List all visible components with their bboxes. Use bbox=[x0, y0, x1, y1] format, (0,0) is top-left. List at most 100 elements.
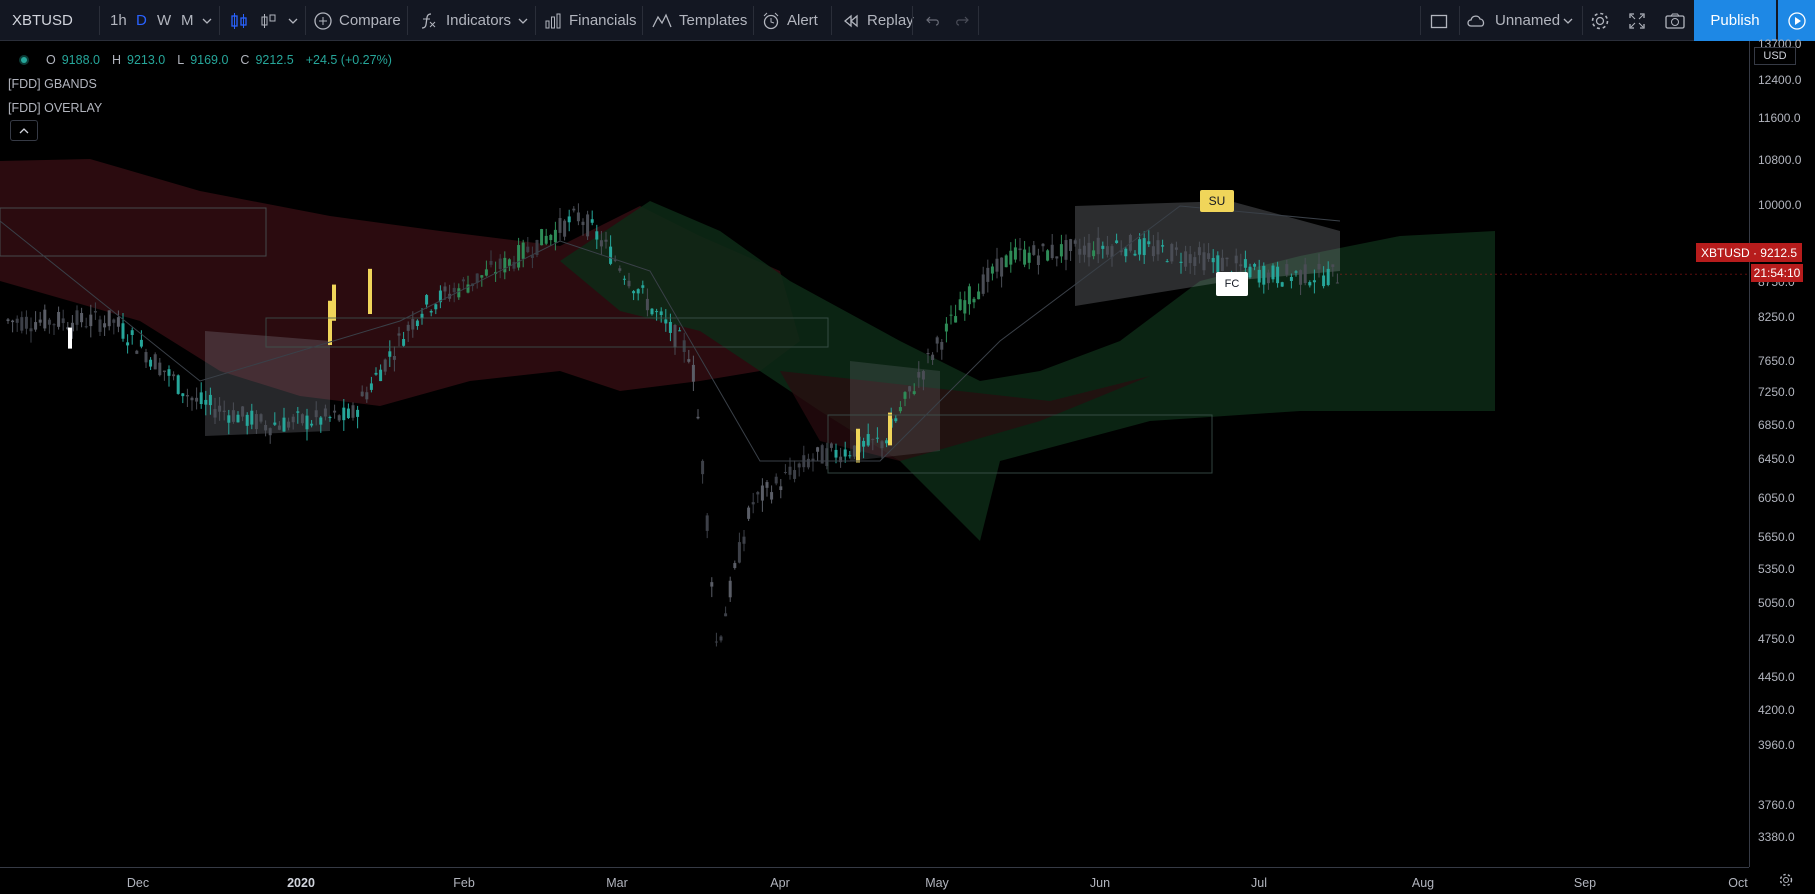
candle-body bbox=[820, 445, 824, 464]
interval-w[interactable]: W bbox=[157, 0, 171, 41]
candle-body bbox=[176, 375, 180, 394]
publish-button[interactable]: Publish bbox=[1694, 0, 1776, 41]
collapse-legend-button[interactable] bbox=[10, 120, 38, 141]
candle-body bbox=[185, 394, 189, 397]
divider bbox=[535, 6, 536, 35]
candle-body bbox=[452, 287, 456, 293]
candle-body bbox=[98, 319, 102, 332]
countdown-label: 21:54:10 bbox=[1753, 266, 1801, 280]
bar-countdown-tag: 21:54:10 bbox=[1751, 264, 1803, 282]
time-axis[interactable]: Dec 2020 Feb Mar Apr May Jun Jul Aug Sep Oct bbox=[0, 867, 1749, 894]
candle-body bbox=[1142, 238, 1146, 256]
candle-body bbox=[544, 235, 548, 244]
axis-settings-button[interactable] bbox=[1778, 872, 1794, 893]
candle-body bbox=[581, 221, 585, 226]
candle-body bbox=[1138, 239, 1142, 255]
candle-body bbox=[783, 472, 787, 474]
chart-type-button[interactable] bbox=[229, 0, 249, 41]
candle-body bbox=[1322, 275, 1326, 287]
candle-body bbox=[760, 485, 764, 501]
indicator-gbands[interactable]: [FDD] GBANDS bbox=[8, 72, 398, 96]
settings-button[interactable] bbox=[1589, 0, 1611, 41]
templates-icon bbox=[652, 12, 672, 27]
candle-body bbox=[1188, 254, 1192, 264]
candle-body bbox=[535, 239, 539, 256]
candle-body bbox=[135, 350, 139, 354]
candle-body bbox=[1096, 237, 1100, 255]
candle-body bbox=[208, 394, 212, 406]
gear-icon bbox=[1779, 873, 1793, 887]
currency-badge[interactable]: USD bbox=[1754, 47, 1796, 65]
indicator-overlay[interactable]: [FDD] OVERLAY bbox=[8, 96, 398, 120]
candle-body bbox=[103, 323, 107, 328]
candle-body bbox=[829, 443, 833, 448]
candle-body bbox=[1078, 248, 1082, 255]
candle-body bbox=[227, 415, 231, 423]
candle-body bbox=[632, 291, 636, 294]
compare-button[interactable]: Compare bbox=[313, 0, 401, 41]
overlay-box bbox=[0, 207, 267, 257]
candle-body bbox=[705, 515, 709, 531]
candle-body bbox=[498, 258, 502, 269]
candle-body bbox=[379, 369, 383, 382]
ohlc-legend: O 9188.0 H 9213.0 L 9169.0 C 9212.5 +24.5 (+… bbox=[8, 48, 398, 72]
candle-body bbox=[1266, 272, 1270, 284]
candle-body bbox=[1211, 257, 1215, 263]
symbol-search[interactable]: XBTUSD bbox=[12, 0, 73, 41]
candle-body bbox=[839, 456, 843, 463]
snapshot-button[interactable] bbox=[1664, 0, 1686, 41]
candle-body bbox=[926, 352, 930, 355]
undo-button[interactable] bbox=[924, 0, 942, 41]
bar-style-button[interactable] bbox=[259, 0, 277, 41]
play-button[interactable] bbox=[1778, 0, 1815, 41]
layout-dropdown[interactable] bbox=[1563, 0, 1573, 41]
bullish-cloud bbox=[560, 201, 1495, 541]
candle-body bbox=[940, 341, 944, 350]
replay-button[interactable]: Replay bbox=[841, 0, 914, 41]
change-value: +24.5 (+0.27%) bbox=[305, 53, 392, 67]
candle-body bbox=[204, 399, 208, 405]
candle-body bbox=[1276, 266, 1280, 284]
indicators-button[interactable]: Indicators bbox=[418, 0, 511, 41]
interval-m[interactable]: M bbox=[181, 0, 194, 41]
fc-marker[interactable]: FC bbox=[1216, 272, 1248, 296]
chart-type-dropdown[interactable] bbox=[288, 0, 298, 41]
price-tick-label: 5650.0 bbox=[1758, 530, 1795, 544]
templates-button[interactable]: Templates bbox=[651, 0, 747, 41]
interval-d[interactable]: D bbox=[136, 0, 147, 41]
candle-body bbox=[866, 434, 870, 446]
low-key: L bbox=[177, 53, 185, 67]
candle-body bbox=[296, 411, 300, 413]
candle-body bbox=[696, 416, 700, 419]
financials-button[interactable]: Financials bbox=[543, 0, 637, 41]
candle-body bbox=[576, 212, 580, 222]
fullscreen-button[interactable] bbox=[1627, 0, 1647, 41]
highlight-candle bbox=[328, 300, 332, 346]
alert-button[interactable]: Alert bbox=[761, 0, 818, 41]
layout-name-button[interactable]: Unnamed bbox=[1465, 0, 1560, 41]
price-tick-label: 11600.0 bbox=[1758, 111, 1801, 125]
redo-button[interactable] bbox=[953, 0, 971, 41]
candle-body bbox=[503, 257, 507, 273]
interval-1h[interactable]: 1h bbox=[110, 0, 127, 41]
su-marker[interactable]: SU bbox=[1200, 190, 1234, 212]
candle-body bbox=[351, 405, 355, 418]
candle-body bbox=[944, 323, 948, 332]
price-chart[interactable] bbox=[0, 41, 1749, 867]
divider bbox=[1420, 6, 1421, 35]
indicators-dropdown[interactable] bbox=[518, 0, 528, 41]
candle-body bbox=[659, 311, 663, 316]
candle-body bbox=[673, 324, 677, 348]
play-circle-icon bbox=[1787, 11, 1806, 30]
candle-body bbox=[1243, 259, 1247, 268]
chevron-down-icon bbox=[518, 18, 528, 24]
candle-body bbox=[664, 319, 668, 324]
candle-body bbox=[250, 410, 254, 425]
layout-toggle-button[interactable] bbox=[1429, 0, 1449, 41]
candle-body bbox=[314, 410, 318, 418]
candle-body bbox=[1110, 246, 1114, 258]
price-axis[interactable]: 13700.0 12400.0 11600.0 10800.0 10000.0 8750.… bbox=[1749, 37, 1815, 867]
interval-dropdown[interactable] bbox=[202, 0, 212, 41]
candle-body bbox=[903, 392, 907, 399]
candle-body bbox=[990, 266, 994, 274]
